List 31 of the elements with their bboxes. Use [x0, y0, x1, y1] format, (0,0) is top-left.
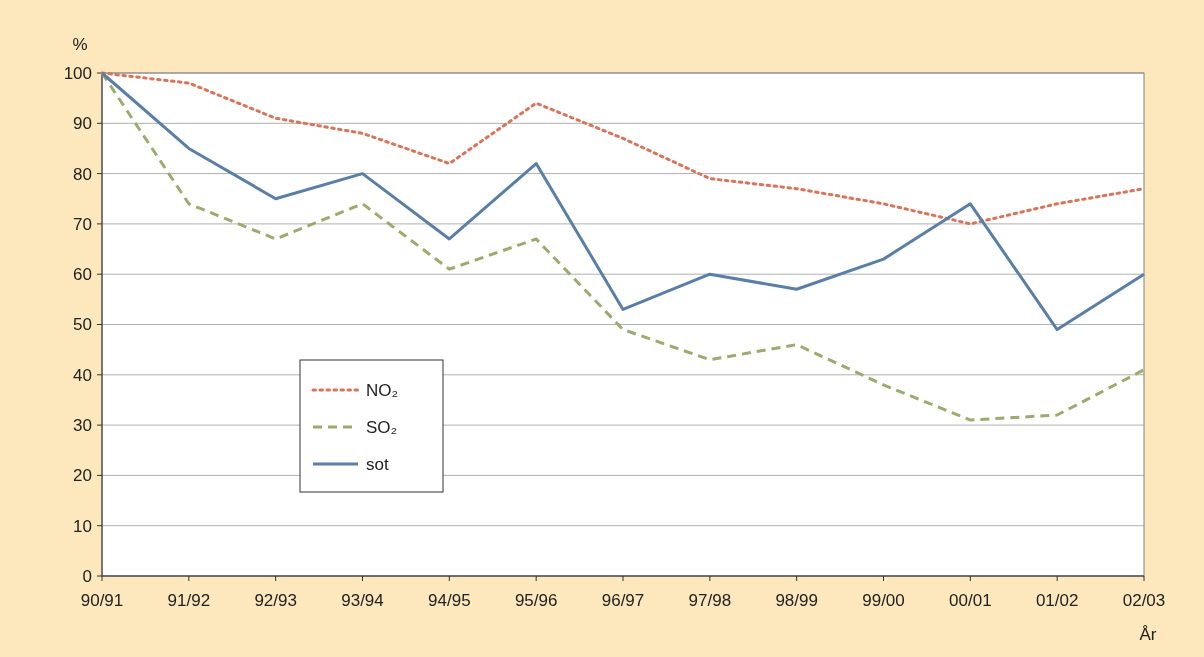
x-tick-label: 00/01: [949, 591, 992, 610]
y-tick-label: 90: [73, 114, 92, 134]
x-tick-label: 91/92: [167, 591, 211, 610]
y-tick-label: 80: [73, 164, 92, 184]
x-tick-label: 98/99: [775, 591, 818, 610]
x-tick-label: 01/02: [1035, 591, 1079, 610]
y-tick-label: 20: [73, 466, 92, 486]
y-tick-label: 50: [73, 315, 92, 335]
x-tick-label: 99/00: [862, 591, 905, 610]
y-tick-label: 100: [63, 63, 92, 83]
x-tick-label: 94/95: [428, 591, 471, 610]
y-tick-label: 60: [73, 265, 92, 285]
x-tick-label: 95/96: [514, 591, 558, 610]
line-series: [100, 71, 1146, 422]
x-axis-title: År: [1139, 625, 1157, 644]
y-tick-label: 10: [73, 516, 92, 536]
x-tick-label: 93/94: [341, 591, 384, 610]
y-tick-label: 30: [73, 416, 92, 436]
x-tick-label: 90/91: [80, 591, 124, 610]
legend-label: SO₂: [366, 417, 398, 437]
legend-label: sot: [366, 454, 389, 474]
y-tick-label: 70: [73, 214, 92, 234]
x-tick-label: 96/97: [601, 591, 645, 610]
y-tick-label: 40: [73, 365, 92, 385]
x-tick-label: 02/03: [1122, 591, 1166, 610]
y-tick-label: 0: [82, 566, 92, 586]
legend-label: NO₂: [366, 380, 399, 400]
y-axis-title: %: [72, 35, 88, 54]
x-tick-label: 97/98: [688, 591, 732, 610]
x-tick-label: 92/93: [254, 591, 297, 610]
line-series: [100, 71, 1146, 332]
